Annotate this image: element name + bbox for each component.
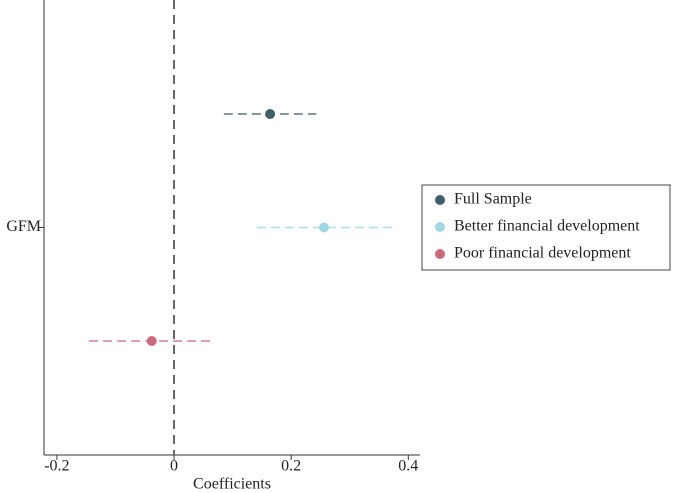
legend-marker [435,195,445,205]
x-tick-label: 0.4 [398,458,418,475]
legend-label: Poor financial development [454,245,631,262]
x-tick-label: 0.2 [281,458,301,475]
y-tick-label: GFM [6,218,41,235]
legend-marker [435,222,445,232]
legend-marker [435,249,445,259]
legend-label: Full Sample [454,191,532,208]
coefficient-point [146,336,157,346]
legend-label: Better financial development [454,218,640,235]
legend [421,184,671,271]
x-axis-title: Coefficients [193,476,271,493]
coefficient-point [265,109,276,119]
coefficient-point [318,222,329,233]
x-tick-label: -0.2 [44,458,69,475]
x-tick-label: 0 [170,458,178,475]
